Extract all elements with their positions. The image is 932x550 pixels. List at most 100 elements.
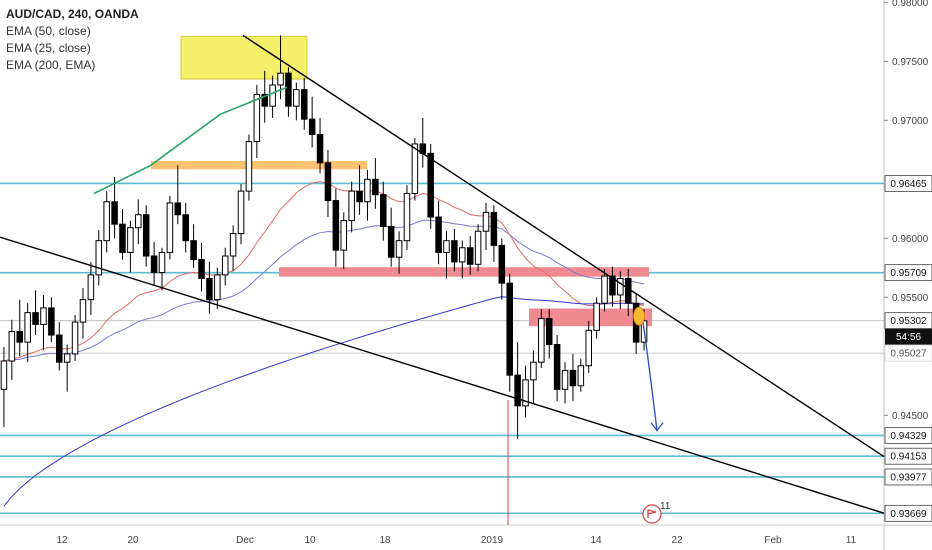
candle-body <box>624 277 632 304</box>
candle-body <box>577 365 585 387</box>
candle-body <box>435 216 442 253</box>
candle-body <box>221 255 229 276</box>
y-tick-label: 0.96000 <box>892 234 929 245</box>
green-trendline <box>93 86 288 195</box>
candle-body <box>459 247 466 263</box>
candle-body <box>300 89 308 120</box>
candle-body <box>427 152 434 218</box>
countdown-tag <box>885 328 932 345</box>
candle-body <box>324 162 332 202</box>
x-tick-label: 2019 <box>481 535 504 546</box>
candle-body <box>316 133 324 164</box>
candle-body <box>135 214 142 229</box>
secondary-price-label: 0.95027 <box>890 349 927 360</box>
candle-body <box>403 192 411 242</box>
candle-body <box>387 226 395 258</box>
candle-body <box>206 277 213 301</box>
candle-body <box>356 190 363 203</box>
candle-body <box>506 282 513 376</box>
candle-body <box>253 93 261 143</box>
candle-body <box>87 274 95 301</box>
candle-body <box>237 190 245 235</box>
level-tag-label: 0.93977 <box>890 472 927 483</box>
candle-body <box>538 318 545 363</box>
ema200-legend: EMA (200, EMA) <box>6 58 96 72</box>
ema25-line <box>3 181 645 362</box>
candle-body <box>372 178 379 196</box>
candle-body <box>411 143 419 194</box>
candle-body <box>277 72 284 86</box>
y-tick-label: 0.97500 <box>892 57 929 68</box>
y-tick-label: 0.94500 <box>892 411 929 422</box>
secondary-price-tag <box>884 344 932 362</box>
ema25-legend: EMA (25, close) <box>6 41 91 55</box>
candle-body <box>569 369 577 387</box>
candle-body <box>443 240 450 253</box>
level-tag <box>884 447 932 465</box>
candle-body <box>63 353 71 363</box>
candle-body <box>174 202 182 216</box>
candle-body <box>593 302 600 331</box>
candle-body <box>150 255 158 274</box>
candle-body <box>269 84 276 107</box>
candle-body <box>340 220 348 251</box>
candle-body <box>285 72 292 107</box>
red-zone-lower <box>529 308 652 327</box>
chart-legend: AUD/CAD, 240, OANDA EMA (50, close) EMA … <box>6 6 139 74</box>
candle-body <box>40 307 47 325</box>
candle-body <box>482 211 490 232</box>
candle-body <box>490 211 498 246</box>
candle-body <box>553 343 561 390</box>
event-flag-icon <box>642 504 662 524</box>
x-tick-label: 22 <box>671 535 683 546</box>
candle-body <box>380 194 387 228</box>
candle-body <box>451 240 458 263</box>
level-tag <box>884 264 932 282</box>
event-count-badge: 11 <box>660 501 671 512</box>
x-tick-label: 12 <box>56 535 68 546</box>
x-tick-label: Dec <box>236 535 254 546</box>
candle-body <box>561 369 569 390</box>
candle-body <box>16 331 24 343</box>
candle-body <box>0 360 8 390</box>
candle-body <box>24 312 31 343</box>
candle-body <box>514 374 521 407</box>
level-tag-label: 0.93669 <box>890 509 927 520</box>
event-flag-glyph <box>647 509 657 518</box>
candle-body <box>56 334 63 363</box>
level-tag <box>884 504 932 522</box>
descending-trendline <box>242 34 885 458</box>
x-tick-label: Feb <box>764 535 782 546</box>
red-zone-upper <box>279 267 649 277</box>
candle-body <box>364 178 371 203</box>
level-tag <box>884 427 932 444</box>
candle-body <box>158 251 166 274</box>
candle-body <box>79 299 87 323</box>
candle-body <box>198 259 205 279</box>
level-tag <box>884 175 932 192</box>
x-tick-label: 11 <box>846 535 857 546</box>
candle-body <box>111 201 118 225</box>
candle-body <box>245 141 253 192</box>
candle-body <box>466 247 474 265</box>
candle-body <box>522 379 529 407</box>
candle-body <box>395 240 403 258</box>
x-tick-label: 18 <box>379 535 391 546</box>
highlight-marker <box>633 306 645 326</box>
level-tag-label: 0.94329 <box>890 431 927 442</box>
y-tick-label: 0.97000 <box>892 116 929 127</box>
candle-body <box>293 89 300 107</box>
ema200-line <box>3 296 645 507</box>
candle-body <box>103 201 110 242</box>
x-tick-label: 14 <box>590 535 602 546</box>
candle-body <box>348 190 355 222</box>
candle-body <box>229 233 237 257</box>
candle-body <box>601 275 608 304</box>
candle-body <box>609 275 616 296</box>
level-tag <box>884 468 932 486</box>
candle-body <box>166 202 174 253</box>
projection-arrowhead <box>650 422 664 432</box>
level-tag-label: 0.94153 <box>890 452 927 463</box>
